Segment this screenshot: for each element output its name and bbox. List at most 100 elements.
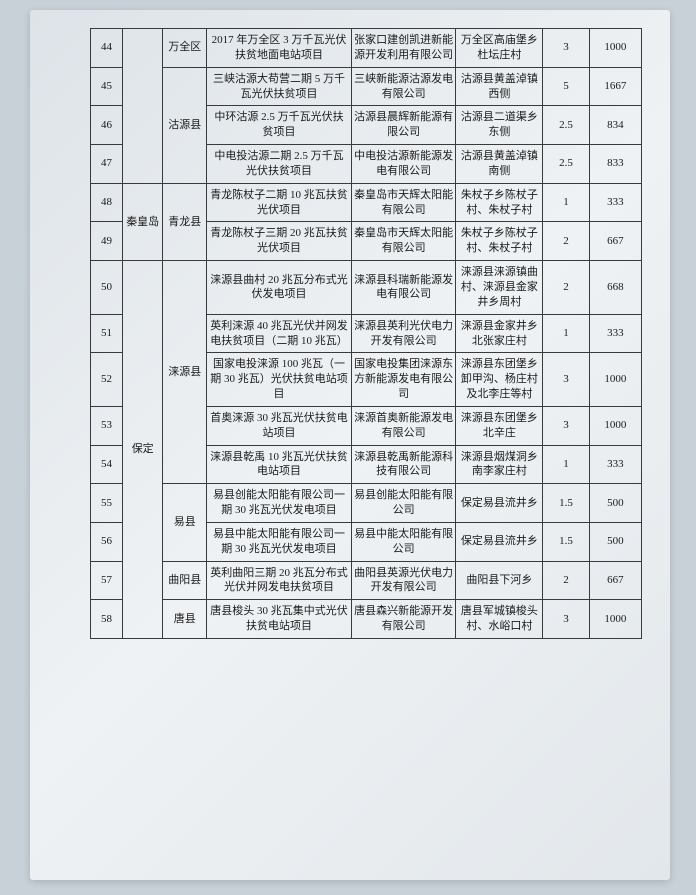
cell-value-2: 1667 [589,67,641,106]
cell-index: 46 [91,106,123,145]
cell-value-1: 1 [543,314,589,353]
cell-index: 45 [91,67,123,106]
cell-index: 58 [91,600,123,639]
cell-project: 易县创能太阳能有限公司一期 30 兆瓦光伏发电项目 [206,484,351,523]
cell-project: 中电投沽源二期 2.5 万千瓦光伏扶贫项目 [206,145,351,184]
cell-index: 47 [91,145,123,184]
cell-location: 朱杖子乡陈杖子村、朱杖子村 [456,183,543,222]
cell-city: 秦皇岛 [122,183,163,260]
cell-location: 沽源县黄盖淖镇西侧 [456,67,543,106]
cell-location: 保定易县流井乡 [456,522,543,561]
cell-index: 53 [91,406,123,445]
cell-value-1: 2.5 [543,145,589,184]
table-row: 48秦皇岛青龙县青龙陈杖子二期 10 兆瓦扶贫光伏项目秦皇岛市天辉太阳能有限公司… [91,183,642,222]
cell-location: 沽源县黄盖淖镇南侧 [456,145,543,184]
cell-company: 秦皇岛市天辉太阳能有限公司 [351,222,455,261]
cell-company: 唐县森兴新能源开发有限公司 [351,600,455,639]
cell-project: 唐县梭头 30 兆瓦集中式光伏扶贫电站项目 [206,600,351,639]
cell-location: 万全区高庙堡乡杜坛庄村 [456,29,543,68]
table-row: 55易县易县创能太阳能有限公司一期 30 兆瓦光伏发电项目易县创能太阳能有限公司… [91,484,642,523]
cell-location: 朱杖子乡陈杖子村、朱杖子村 [456,222,543,261]
cell-value-2: 667 [589,222,641,261]
cell-index: 48 [91,183,123,222]
cell-company: 涞源县英利光伏电力开发有限公司 [351,314,455,353]
cell-index: 51 [91,314,123,353]
cell-city: 保定 [122,261,163,639]
table-row: 44 万全区2017 年万全区 3 万千瓦光伏扶贫地面电站项目张家口建创凯进新能源… [91,29,642,68]
cell-company: 涞源县科瑞新能源发电有限公司 [351,261,455,315]
cell-project: 涞源县曲村 20 兆瓦分布式光伏发电项目 [206,261,351,315]
cell-company: 张家口建创凯进新能源开发利用有限公司 [351,29,455,68]
cell-index: 52 [91,353,123,407]
cell-value-2: 1000 [589,600,641,639]
cell-value-1: 2 [543,261,589,315]
cell-value-2: 834 [589,106,641,145]
cell-value-1: 5 [543,67,589,106]
cell-city [122,29,163,184]
cell-index: 55 [91,484,123,523]
cell-project: 2017 年万全区 3 万千瓦光伏扶贫地面电站项目 [206,29,351,68]
cell-project: 易县中能太阳能有限公司一期 30 兆瓦光伏发电项目 [206,522,351,561]
cell-location: 涞源县涞源镇曲村、涞源县金家井乡周村 [456,261,543,315]
cell-company: 涞源首奥新能源发电有限公司 [351,406,455,445]
cell-project: 涞源县乾禹 10 兆瓦光伏扶贫电站项目 [206,445,351,484]
cell-location: 唐县军城镇梭头村、水峪口村 [456,600,543,639]
cell-index: 56 [91,522,123,561]
cell-value-1: 3 [543,600,589,639]
cell-index: 49 [91,222,123,261]
cell-project: 英利曲阳三期 20 兆瓦分布式光伏并网发电扶贫项目 [206,561,351,600]
cell-index: 54 [91,445,123,484]
cell-county: 曲阳县 [163,561,206,600]
cell-project: 青龙陈杖子二期 10 兆瓦扶贫光伏项目 [206,183,351,222]
cell-company: 国家电投集团涞源东方新能源发电有限公司 [351,353,455,407]
cell-value-1: 2 [543,222,589,261]
cell-county: 唐县 [163,600,206,639]
cell-location: 涞源县烟煤洞乡南李家庄村 [456,445,543,484]
data-table: 44 万全区2017 年万全区 3 万千瓦光伏扶贫地面电站项目张家口建创凯进新能源… [90,28,642,639]
table-row: 57 曲阳县英利曲阳三期 20 兆瓦分布式光伏并网发电扶贫项目曲阳县英源光伏电力开… [91,561,642,600]
cell-value-1: 2.5 [543,106,589,145]
cell-project: 中环沽源 2.5 万千瓦光伏扶贫项目 [206,106,351,145]
cell-location: 涞源县东团堡乡北辛庄 [456,406,543,445]
cell-value-1: 3 [543,353,589,407]
cell-project: 三峡沽源大苟营二期 5 万千瓦光伏扶贫项目 [206,67,351,106]
cell-county: 沽源县 [163,67,206,183]
cell-county: 万全区 [163,29,206,68]
cell-project: 国家电投涞源 100 兆瓦（一期 30 兆瓦）光伏扶贫电站项目 [206,353,351,407]
cell-county: 涞源县 [163,261,206,484]
cell-county: 易县 [163,484,206,561]
cell-location: 涞源县金家井乡北张家庄村 [456,314,543,353]
cell-index: 57 [91,561,123,600]
cell-company: 中电投沽源新能源发电有限公司 [351,145,455,184]
cell-value-2: 833 [589,145,641,184]
table-row: 45沽源县三峡沽源大苟营二期 5 万千瓦光伏扶贫项目三峡新能源沽源发电有限公司沽… [91,67,642,106]
cell-value-1: 3 [543,406,589,445]
cell-value-2: 500 [589,484,641,523]
cell-value-2: 333 [589,445,641,484]
cell-company: 曲阳县英源光伏电力开发有限公司 [351,561,455,600]
cell-index: 44 [91,29,123,68]
cell-value-1: 1.5 [543,484,589,523]
cell-index: 50 [91,261,123,315]
cell-company: 易县创能太阳能有限公司 [351,484,455,523]
cell-value-2: 333 [589,183,641,222]
cell-value-1: 1.5 [543,522,589,561]
cell-location: 曲阳县下河乡 [456,561,543,600]
cell-value-1: 2 [543,561,589,600]
cell-location: 沽源县二道渠乡东侧 [456,106,543,145]
cell-project: 青龙陈杖子三期 20 兆瓦扶贫光伏项目 [206,222,351,261]
cell-company: 秦皇岛市天辉太阳能有限公司 [351,183,455,222]
cell-value-1: 1 [543,445,589,484]
cell-value-2: 668 [589,261,641,315]
table-row: 50保定涞源县涞源县曲村 20 兆瓦分布式光伏发电项目涞源县科瑞新能源发电有限公… [91,261,642,315]
cell-value-2: 500 [589,522,641,561]
cell-value-1: 1 [543,183,589,222]
cell-value-2: 1000 [589,406,641,445]
cell-project: 首奥涞源 30 兆瓦光伏扶贫电站项目 [206,406,351,445]
table-row: 58 唐县唐县梭头 30 兆瓦集中式光伏扶贫电站项目唐县森兴新能源开发有限公司唐县… [91,600,642,639]
cell-value-1: 3 [543,29,589,68]
cell-company: 易县中能太阳能有限公司 [351,522,455,561]
cell-company: 涞源县乾禹新能源科技有限公司 [351,445,455,484]
cell-company: 三峡新能源沽源发电有限公司 [351,67,455,106]
cell-value-2: 333 [589,314,641,353]
